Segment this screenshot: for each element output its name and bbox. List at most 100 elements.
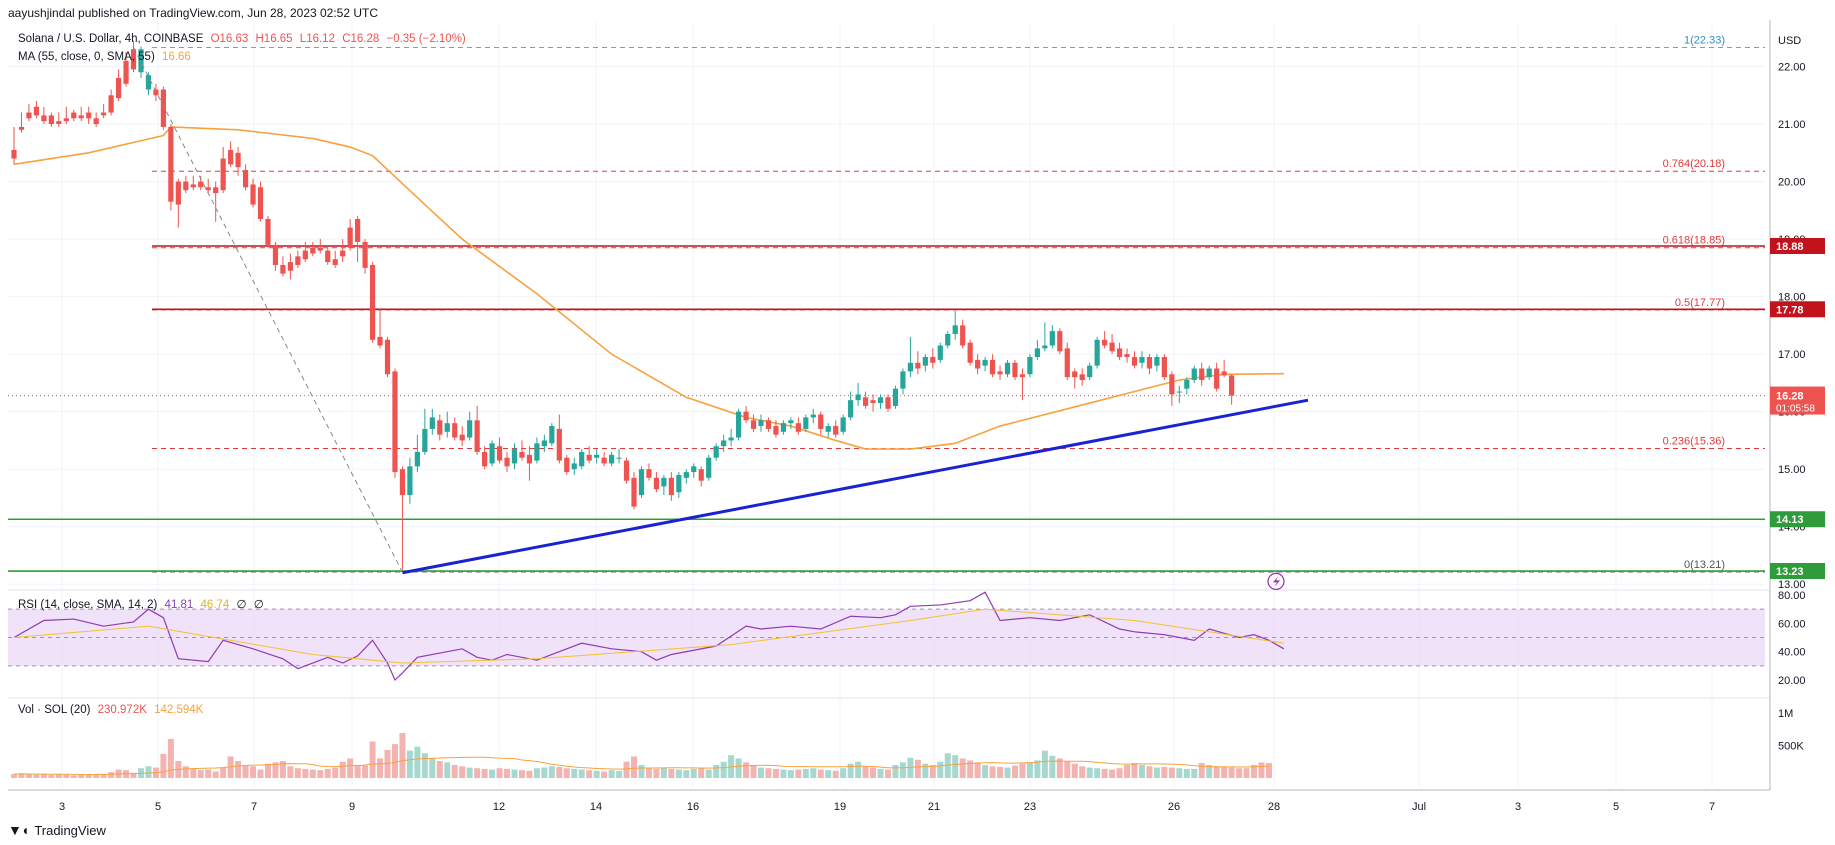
volume-bar xyxy=(862,766,869,778)
candle-body xyxy=(997,371,1003,375)
candle-body xyxy=(317,247,323,251)
candle-body xyxy=(355,218,361,242)
volume-bar xyxy=(1168,767,1175,778)
candle-body xyxy=(257,187,264,219)
candle-body xyxy=(579,451,585,467)
volume-bar xyxy=(496,768,503,778)
rsi-extra-2: ∅ xyxy=(253,599,264,611)
axes: USD13.0014.0015.0016.0017.0018.0019.0020… xyxy=(59,35,1825,813)
volume-bar xyxy=(1086,767,1093,778)
candle-body xyxy=(437,420,443,435)
candle-body xyxy=(870,400,876,404)
drawings xyxy=(133,47,1309,590)
rsi-line xyxy=(13,591,1285,682)
candle-body xyxy=(26,112,32,119)
volume-bar xyxy=(1243,768,1250,778)
candle-body xyxy=(922,357,928,366)
candle-body xyxy=(108,95,114,113)
volume-bar xyxy=(1198,763,1205,778)
candle-body xyxy=(975,359,981,369)
symbol-label: Solana / U.S. Dollar, 4h, COINBASE xyxy=(18,33,204,45)
candle-body xyxy=(788,420,794,424)
candle-body xyxy=(280,264,286,274)
volume-bar xyxy=(765,768,772,778)
candle-body xyxy=(384,339,391,375)
volume-bar xyxy=(63,774,70,778)
volume-bar xyxy=(324,768,331,778)
volume-bar xyxy=(1026,762,1033,778)
candle-body xyxy=(101,112,107,116)
ma55-line xyxy=(13,126,1284,450)
candle-body xyxy=(325,250,331,263)
candle-body xyxy=(190,184,196,188)
volume-bar xyxy=(795,769,802,778)
tradingview-logo-icon: ▼◖ xyxy=(8,822,29,838)
rsi-extra-1: ∅ xyxy=(236,599,247,611)
candle-body xyxy=(825,426,831,432)
candle-body xyxy=(265,218,271,245)
candle-body xyxy=(340,250,346,257)
candle-body xyxy=(571,463,577,470)
volume-bar xyxy=(205,769,212,778)
volume-bar xyxy=(601,771,608,778)
volume-bar xyxy=(884,769,891,778)
rsi-tick-label: 80.00 xyxy=(1778,590,1806,602)
volume-bar xyxy=(444,762,451,778)
volume-legend: Vol · SOL (20) 230.972K 142.594K xyxy=(18,704,207,716)
rsi-pane xyxy=(8,591,1765,682)
brand-label: TradingView xyxy=(34,822,106,838)
candle-body xyxy=(564,457,570,473)
candle-body xyxy=(295,256,301,265)
price-tag-label: 18.88 xyxy=(1776,241,1804,253)
volume-bar xyxy=(1146,766,1153,778)
volume-bar xyxy=(1079,766,1086,778)
rsi-band xyxy=(8,609,1765,666)
volume-bar xyxy=(481,768,488,778)
low-value: L16.12 xyxy=(299,33,335,45)
candle-body xyxy=(676,474,682,493)
candle-body xyxy=(489,443,495,464)
candle-body xyxy=(989,359,996,375)
candle-body xyxy=(63,118,69,122)
volume-bar xyxy=(18,773,25,778)
volume-bar xyxy=(1191,768,1198,778)
candle-body xyxy=(601,457,607,464)
volume-bar xyxy=(406,750,413,778)
volume-bar xyxy=(391,744,398,778)
volume-bar xyxy=(436,761,443,778)
candle-body xyxy=(735,411,742,438)
volume-bar xyxy=(197,770,204,778)
volume-bar xyxy=(220,767,227,778)
candle-body xyxy=(93,118,99,125)
lightning-glyph-icon xyxy=(1273,576,1280,588)
volume-bar xyxy=(683,770,690,778)
volume-bar xyxy=(257,769,264,778)
candle-body xyxy=(377,336,383,346)
volume-bar xyxy=(914,759,921,778)
volume-bar xyxy=(11,774,17,778)
price-tick-label: 21.00 xyxy=(1778,119,1806,131)
candle-body xyxy=(1094,339,1100,366)
candle-body xyxy=(205,187,211,191)
candles xyxy=(11,40,1235,570)
volume-bar xyxy=(825,770,832,778)
date-tick-label: 5 xyxy=(1613,801,1619,813)
volume-bar xyxy=(167,738,174,778)
volume-bar xyxy=(1124,764,1131,778)
candle-body xyxy=(1019,374,1026,378)
volume-bar xyxy=(870,767,877,778)
main-legend: Solana / U.S. Dollar, 4h, COINBASE O16.6… xyxy=(18,33,470,45)
volume-label: Vol · SOL (20) xyxy=(18,704,91,716)
volume-bar xyxy=(855,761,862,778)
publisher-line: aayushjindal published on TradingView.co… xyxy=(8,6,379,20)
volume-bar xyxy=(571,768,578,778)
volume-bar xyxy=(354,764,361,778)
volume-bar xyxy=(832,770,839,778)
candle-body xyxy=(1034,348,1040,358)
candle-body xyxy=(683,472,689,478)
candle-body xyxy=(795,423,801,432)
volume-bar xyxy=(690,768,697,778)
volume-bar xyxy=(474,768,481,778)
price-tag xyxy=(1770,511,1825,528)
